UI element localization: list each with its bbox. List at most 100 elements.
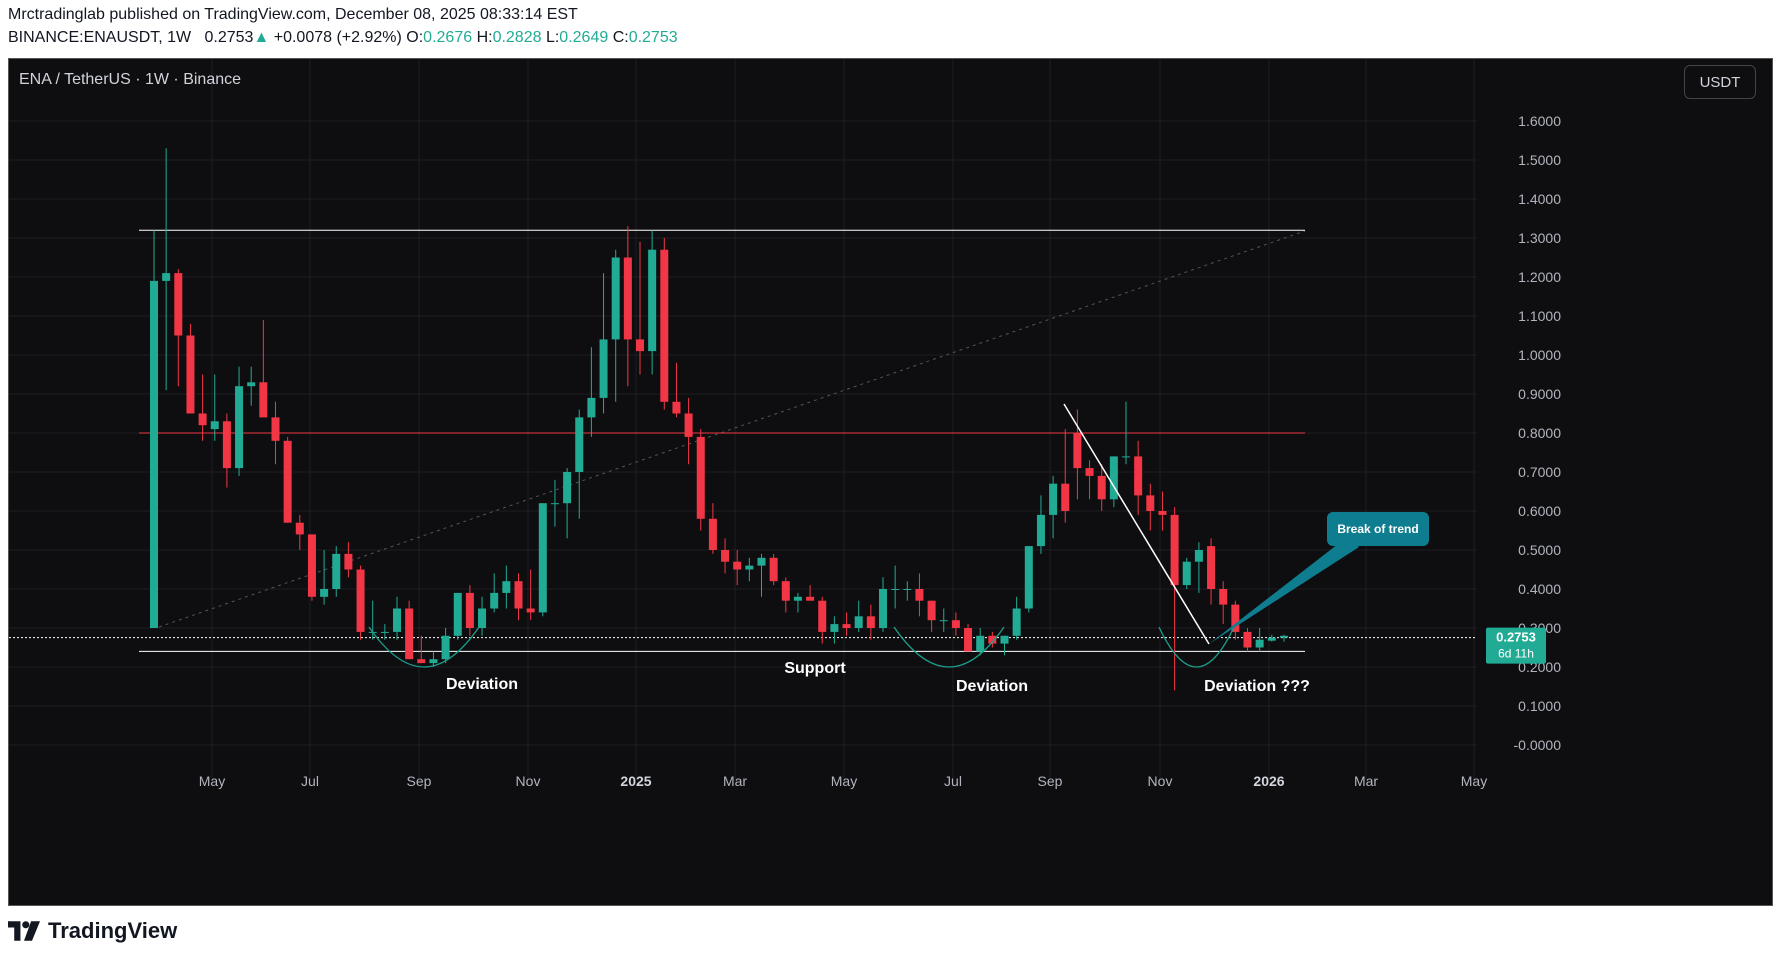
candle-body [441,635,450,660]
candle [259,319,268,418]
callout-box [1327,512,1429,546]
x-tick-label: Sep [407,773,432,789]
candle [526,569,535,621]
candle [174,269,183,387]
candle [235,366,244,476]
candle-body [1061,483,1070,511]
chart-pane[interactable]: Break of trend Deviation Support Deviation D… [8,58,1773,906]
candle [818,596,827,644]
candlestick-chart[interactable]: Break of trend Deviation Support Deviation D… [9,59,1773,906]
candle [623,226,632,387]
y-tick-label: 0.8000 [1518,425,1561,441]
candle [1134,440,1143,515]
candle-body [976,635,985,652]
candle [393,596,401,640]
candle-body [247,382,256,387]
candle-body [550,503,559,505]
candle-body [757,557,766,566]
candle-body [1049,483,1058,515]
callout-label: Break of trend [1337,522,1418,536]
candle-body [1134,456,1143,496]
deviation-arc [1158,626,1235,668]
candle-body [708,518,717,550]
candle [854,600,863,632]
x-tick-label: Jul [301,773,319,789]
candle [988,631,997,648]
chart-background [9,59,1772,905]
candle-body [611,257,620,340]
candle-body [806,596,815,601]
x-tick-label: Mar [723,773,747,789]
candle-body [417,659,426,664]
candle [307,534,316,601]
candle [271,401,280,465]
candle [927,600,936,632]
candle [1219,581,1228,625]
candle [150,230,158,628]
x-tick-label: Jul [944,773,962,789]
candle [891,565,900,609]
candle [1170,507,1179,691]
candle [964,624,973,652]
candle [1243,628,1252,652]
candle-body [235,386,244,469]
candle [478,596,487,636]
candle [283,436,292,523]
candle-body [271,417,280,441]
candle [344,542,353,578]
candle-body [150,280,158,628]
candle [733,550,742,586]
tradingview-logo-icon [8,921,40,941]
candle [1146,483,1155,531]
candle-body [259,382,268,418]
candle-body [1267,637,1276,641]
candle [793,592,802,613]
candle [648,230,657,375]
candle-body [939,620,948,622]
candle-body [951,620,960,628]
candle-body [344,553,353,570]
candle [1097,464,1106,511]
candle [1267,634,1276,642]
candle [660,238,669,410]
candle [1231,600,1240,640]
candle-body [587,397,596,418]
candle [405,600,414,660]
candle-body [295,522,304,535]
candle-body [599,339,608,398]
candle [514,573,523,621]
candle-body [186,335,195,414]
candle-body [1024,546,1033,609]
candle [587,347,596,437]
candle-body [526,608,535,613]
candle-body [636,339,644,352]
low-value: 0.2649 [559,29,609,46]
y-tick-label: -0.0000 [1514,737,1562,753]
candle [1024,546,1033,613]
candle-body [1109,456,1118,500]
candle-body [405,608,414,660]
candle [186,323,195,414]
candle [781,577,790,613]
candle-body [1231,604,1240,632]
chart-symbol-title: ENA / TetherUS · 1W · Binance [19,71,242,88]
candle-body [842,624,851,628]
y-tick-label: 0.5000 [1518,542,1561,558]
y-tick-label: 1.2000 [1518,269,1561,285]
y-tick-label: 1.3000 [1518,230,1561,246]
footer-brand: TradingView [8,916,177,946]
candle [903,581,912,601]
candle [1122,401,1130,465]
candle [1085,460,1094,500]
currency-button[interactable]: USDT [1684,65,1756,99]
candle-body [1194,550,1203,562]
candle-body [733,561,742,570]
candle [976,628,985,656]
x-tick-label: 2025 [620,773,651,789]
candle-body [915,589,924,601]
candle [1049,475,1058,539]
candle-body [320,589,329,597]
candle [757,553,766,597]
x-tick-label: May [831,773,857,789]
price-tag-countdown: 6d 11h [1498,647,1534,661]
